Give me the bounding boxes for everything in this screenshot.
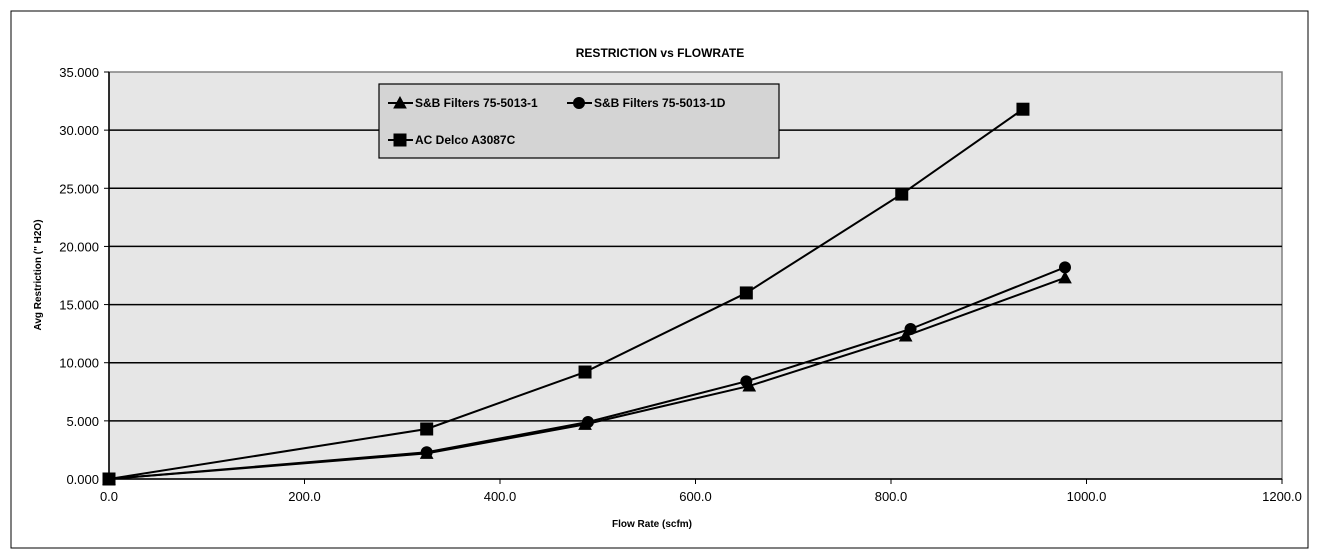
legend-item: S&B Filters 75-5013-1D <box>567 96 726 110</box>
data-point <box>740 375 753 388</box>
x-tick-label: 600.0 <box>679 489 712 504</box>
legend-label: S&B Filters 75-5013-1D <box>594 96 726 110</box>
data-point <box>898 328 913 342</box>
y-tick-label: 30.000 <box>59 123 99 138</box>
data-point <box>1058 270 1072 284</box>
x-tick-label: 1200.0 <box>1262 489 1302 504</box>
y-tick-label: 5.000 <box>66 414 99 429</box>
x-tick-label: 1000.0 <box>1067 489 1107 504</box>
legend-item: S&B Filters 75-5013-1 <box>388 95 538 110</box>
data-point <box>578 365 592 379</box>
y-axis-label: Avg Restriction (" H2O) <box>33 219 44 330</box>
data-point <box>895 187 909 201</box>
data-point <box>420 446 433 459</box>
legend-marker <box>393 133 407 147</box>
series-3 <box>102 102 1030 486</box>
chart-title: RESTRICTION vs FLOWRATE <box>576 46 744 60</box>
axes: 0.000 5.000 10.000 15.000 20.000 25.000 30.000… <box>59 65 1302 504</box>
data-point <box>739 286 753 300</box>
data-point <box>904 322 917 335</box>
y-tick-label: 15.000 <box>59 298 99 313</box>
y-tick-label: 0.000 <box>66 472 99 487</box>
series-line <box>108 266 1066 480</box>
x-axis-label: Flow Rate (scfm) <box>612 519 692 530</box>
legend-label: AC Delco A3087C <box>415 133 516 147</box>
y-tick-label: 10.000 <box>59 356 99 371</box>
legend-items: S&B Filters 75-5013-1 S&B Filters 75-5013… <box>388 95 726 147</box>
data-point <box>1016 102 1030 116</box>
gridlines <box>109 129 1282 422</box>
y-tick-label: 35.000 <box>59 65 99 80</box>
legend-marker <box>573 97 585 109</box>
series-line <box>108 108 1024 480</box>
x-tick-label: 800.0 <box>875 489 908 504</box>
data-point <box>1058 261 1071 274</box>
x-tick-label: 0.0 <box>100 489 118 504</box>
x-tick-label: 400.0 <box>484 489 517 504</box>
series-2 <box>103 261 1071 485</box>
series <box>102 102 1072 486</box>
data-point <box>581 416 594 429</box>
data-point <box>420 422 434 436</box>
data-point <box>102 472 116 486</box>
y-tick-label: 25.000 <box>59 181 99 196</box>
x-tick-label: 200.0 <box>288 489 321 504</box>
legend-label: S&B Filters 75-5013-1 <box>415 96 538 110</box>
legend-item: AC Delco A3087C <box>388 133 516 147</box>
legend-box <box>378 83 780 159</box>
legend: S&B Filters 75-5013-1 S&B Filters 75-5013… <box>378 83 780 159</box>
legend-marker <box>393 95 407 109</box>
y-tick-label: 20.000 <box>59 239 99 254</box>
